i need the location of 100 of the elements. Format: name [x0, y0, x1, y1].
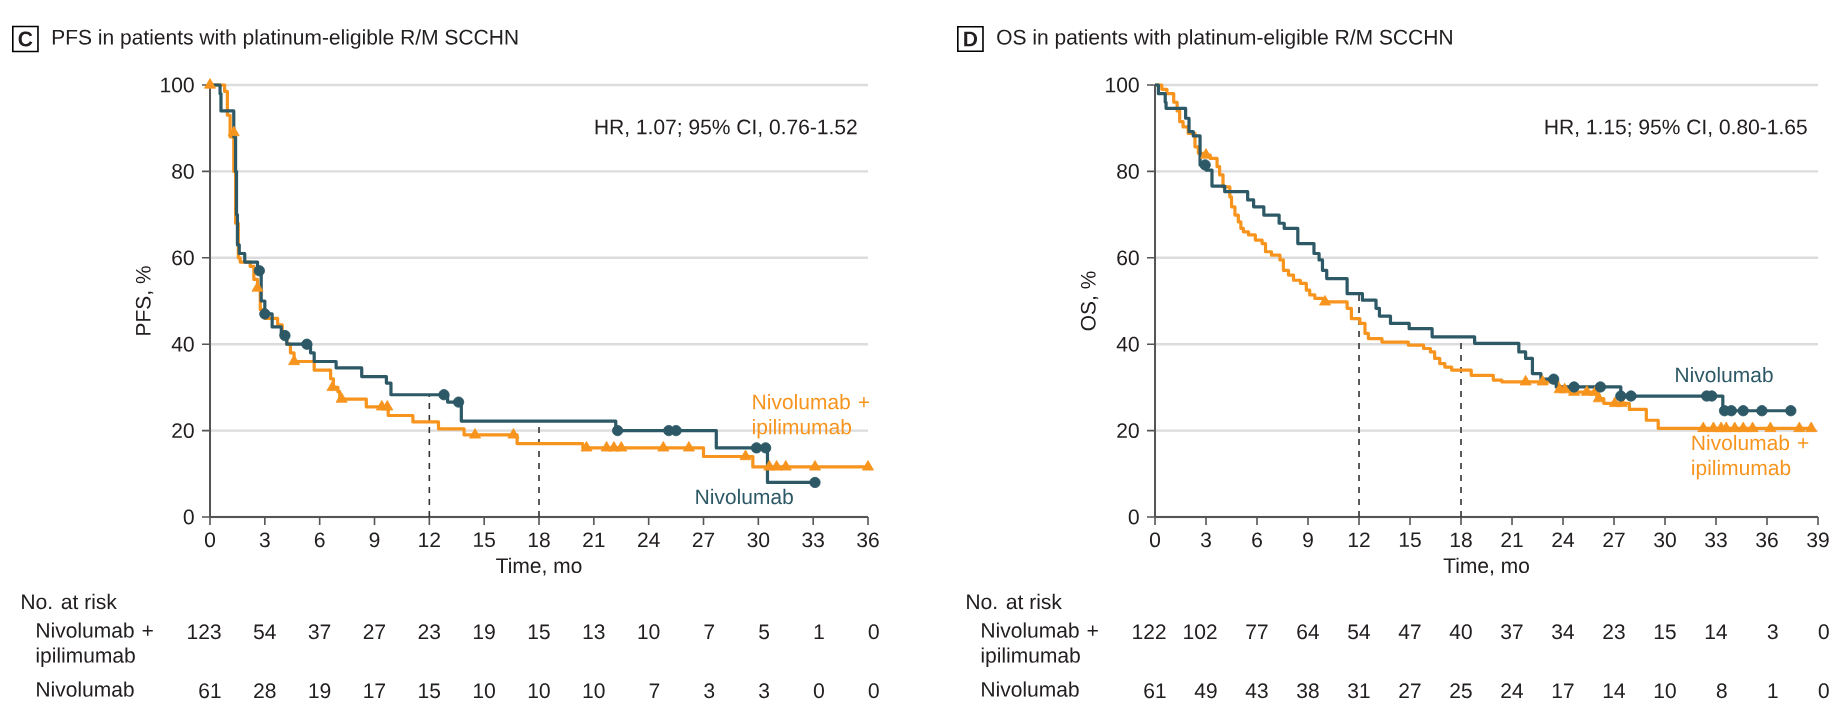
x-tick-label: 6 [314, 532, 325, 548]
text: No. at risk [967, 593, 1062, 610]
text: 54 [253, 624, 276, 640]
point [1720, 421, 1733, 433]
text: 7 [649, 683, 660, 698]
x-tick-label: 33 [802, 532, 824, 548]
point [739, 449, 752, 461]
x-tick-label: 12 [419, 532, 440, 548]
point [452, 396, 465, 408]
y-axis-title: PFS, % [135, 266, 154, 335]
text: 49 [1194, 683, 1217, 699]
y-tick-label: 80 [1117, 163, 1139, 179]
point [1536, 374, 1549, 386]
text: 8 [1716, 683, 1727, 699]
point [1805, 421, 1818, 433]
point [612, 425, 624, 437]
point [507, 428, 520, 439]
point [1548, 373, 1560, 385]
text: 5 [759, 624, 770, 640]
text: 10 [583, 683, 605, 699]
x-tick-label: 3 [1200, 532, 1211, 548]
x-tick-label: 12 [1348, 532, 1370, 548]
y-tick-label: 60 [1117, 250, 1139, 266]
text: 54 [1348, 624, 1370, 640]
point [1615, 390, 1627, 402]
point [253, 265, 265, 277]
text: 77 [1246, 624, 1268, 639]
y-tick-label: 0 [1128, 509, 1139, 525]
point [469, 428, 481, 439]
point [1793, 421, 1806, 433]
x-tick-label: 0 [204, 532, 216, 548]
x-tick-label: 39 [1807, 532, 1829, 548]
point [1625, 390, 1637, 402]
text: 47 [1398, 624, 1421, 639]
chart-title: PFS in patients with platinum-eligible R/M SCCHN [52, 29, 518, 49]
text: 37 [308, 624, 331, 640]
text: Nivolumab [37, 681, 134, 697]
y-tick-label: 0 [183, 509, 194, 525]
point [1697, 421, 1710, 433]
series-label: Nivolumab [1676, 366, 1773, 383]
chart-title: OS in patients with platinum-eligible R/M SCCHN [997, 29, 1452, 49]
x-tick-label: 0 [1149, 532, 1161, 548]
x-tick-label: 30 [1654, 532, 1676, 548]
text: 15 [1654, 624, 1676, 640]
x-axis-title: Time, mo [496, 557, 582, 576]
text: 24 [1501, 683, 1523, 698]
x-tick-label: 36 [1756, 532, 1778, 548]
text: 0 [1818, 624, 1829, 640]
y-tick-label: 20 [1117, 423, 1139, 439]
text: 10 [528, 683, 550, 699]
point [381, 400, 394, 411]
x-tick-label: 24 [1552, 532, 1575, 548]
x-tick-label: 15 [474, 532, 495, 548]
point [1199, 159, 1211, 171]
point [809, 460, 821, 471]
x-tick-label: 33 [1705, 532, 1727, 548]
y-tick-label: 100 [161, 77, 194, 93]
text: 10 [474, 683, 495, 699]
y-tick-label: 60 [172, 250, 194, 266]
point [1580, 385, 1593, 396]
series-label: Nivolumab [696, 488, 793, 505]
text: 122 [1133, 624, 1166, 639]
text: 1 [814, 624, 824, 639]
y-axis-title: OS, % [1080, 271, 1099, 331]
x-tick-label: 21 [583, 532, 605, 548]
text: 37 [1501, 624, 1523, 640]
series-label: Nivolumab + ipilimumab [1692, 434, 1809, 480]
x-tick-label: 21 [1501, 532, 1523, 548]
text: 27 [363, 624, 386, 639]
point [580, 441, 593, 452]
text: 23 [1603, 624, 1625, 640]
text: 64 [1297, 624, 1319, 640]
text: 3 [1767, 624, 1778, 640]
text: Nivolumab + ipilimumab [36, 622, 153, 667]
text: 43 [1245, 683, 1268, 699]
text: 31 [1348, 683, 1370, 699]
point [615, 441, 628, 452]
point [1594, 381, 1607, 393]
point [1519, 374, 1532, 386]
text: 61 [199, 683, 221, 699]
x-tick-label: 15 [1399, 532, 1421, 548]
text: No. at risk [22, 593, 117, 610]
text: 1 [1768, 683, 1778, 698]
point [1737, 405, 1749, 417]
text: 0 [813, 683, 824, 699]
x-tick-label: 3 [259, 532, 270, 548]
point [1728, 421, 1741, 433]
text: 17 [364, 683, 386, 698]
text: 3 [704, 683, 715, 699]
text: 28 [254, 683, 276, 699]
point [1319, 295, 1331, 306]
text: 17 [1552, 683, 1574, 698]
text: 15 [419, 683, 441, 699]
y-tick-label: 20 [172, 423, 194, 439]
annotation: HR, 1.07; 95% CI, 0.76-1.52 [595, 119, 857, 137]
x-tick-label: 30 [747, 532, 770, 548]
y-tick-label: 40 [1116, 336, 1139, 352]
text: 38 [1297, 683, 1319, 699]
x-axis-title: Time, mo [1443, 557, 1529, 576]
y-tick-label: 40 [171, 336, 194, 352]
